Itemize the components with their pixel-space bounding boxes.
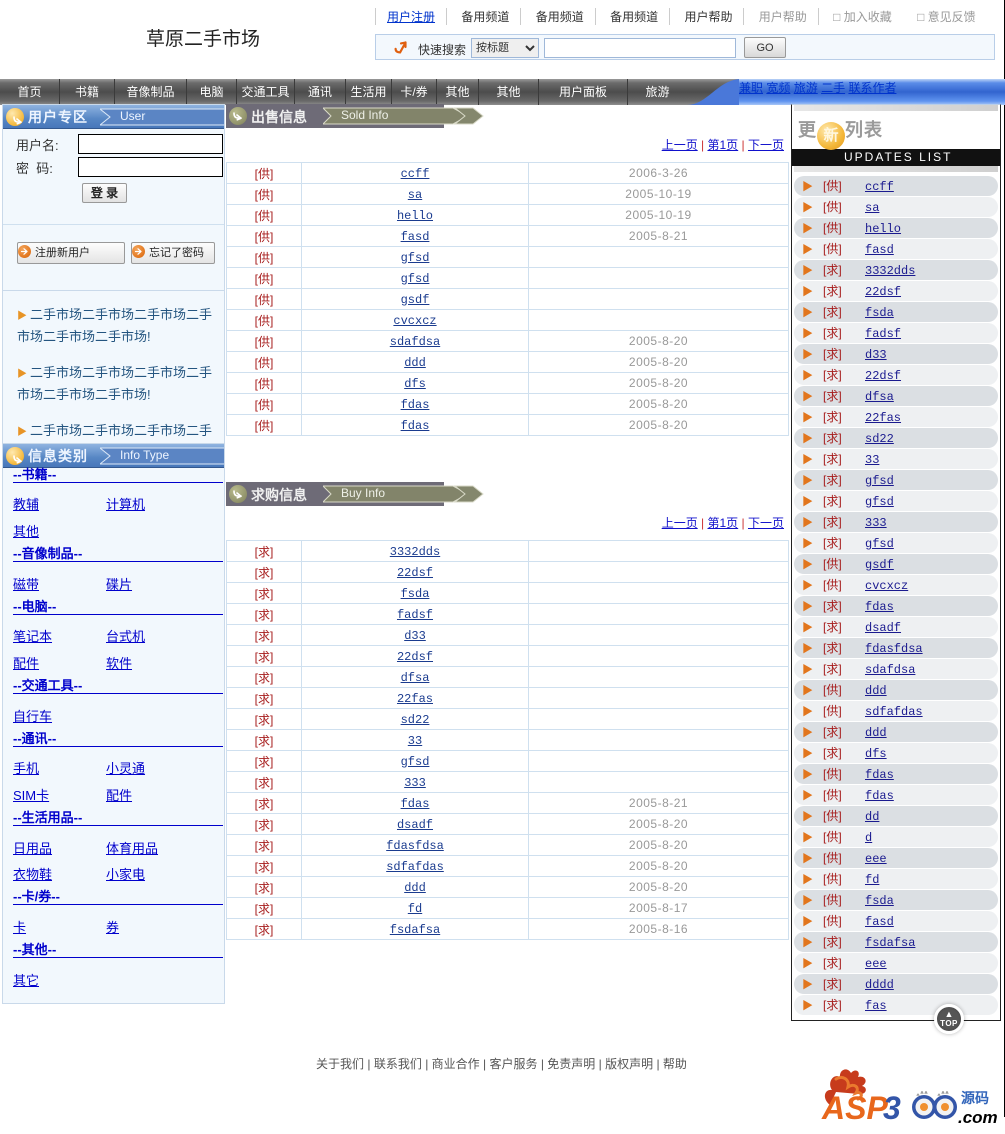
svg-text:源码: 源码 — [961, 1090, 989, 1106]
svg-text:.com: .com — [958, 1108, 998, 1127]
svg-text:ASP: ASP — [821, 1090, 888, 1126]
svg-text:3: 3 — [883, 1090, 901, 1126]
